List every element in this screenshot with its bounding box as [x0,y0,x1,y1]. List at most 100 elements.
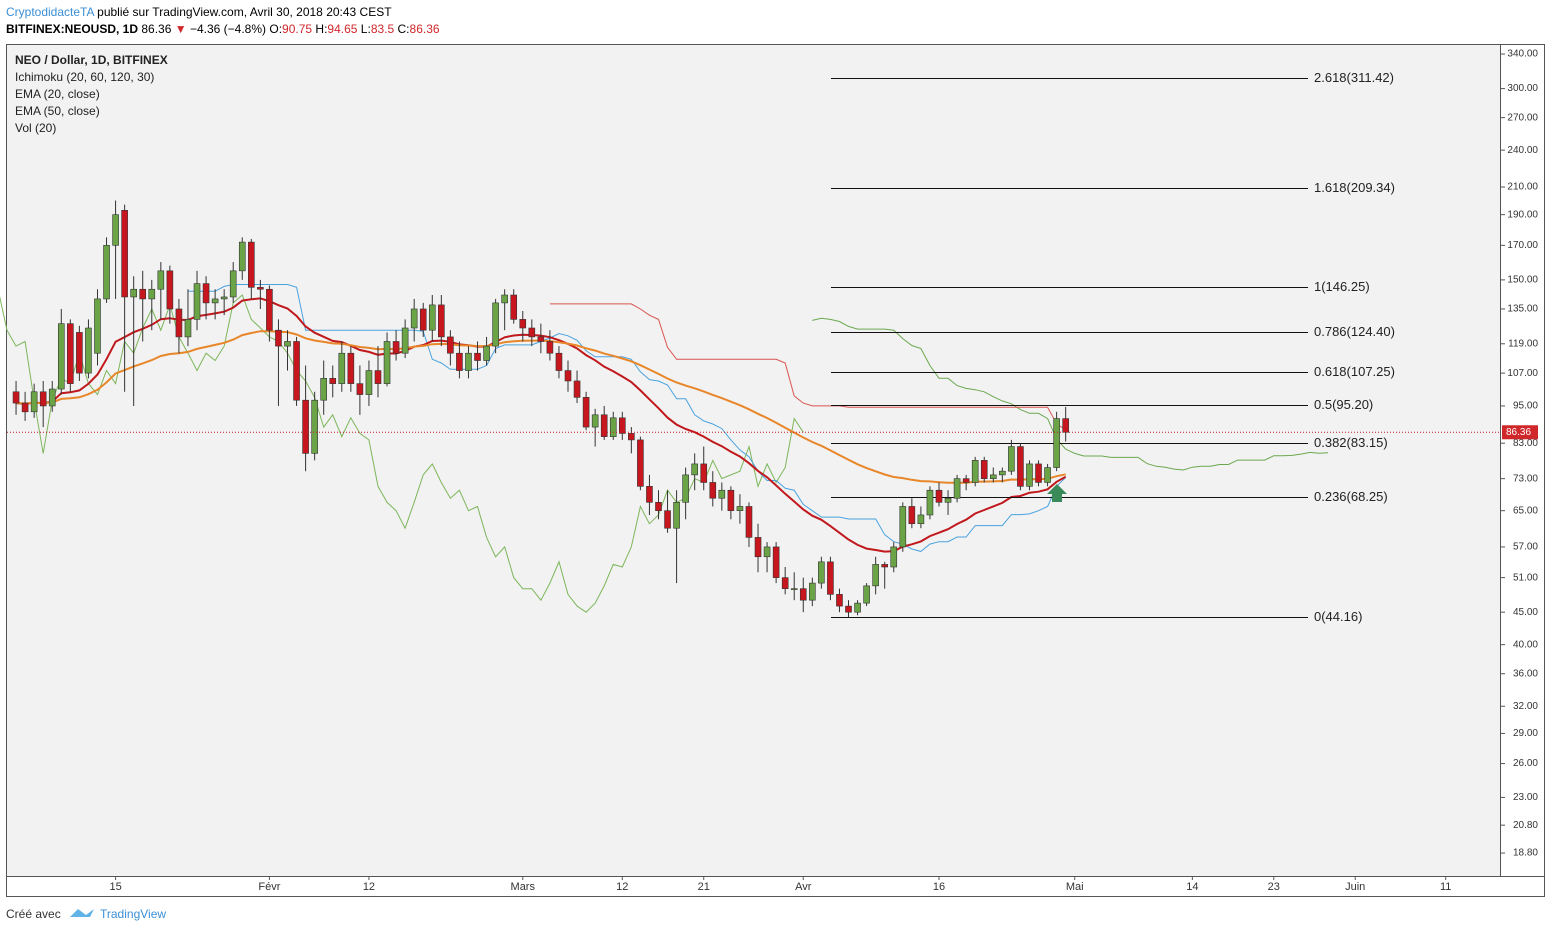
candle-body [772,546,780,578]
c: C: [397,22,410,36]
candle-body [591,414,599,428]
candle-body [682,474,689,503]
candle-body [989,474,997,479]
x-tick-label: Mars [511,881,536,893]
candle-body [302,399,309,454]
candle-body [139,288,147,300]
fib-label: 0(44.16) [1314,609,1362,624]
candle-body [492,302,499,347]
pane [7,44,1500,876]
x-tick-label: 23 [1268,881,1280,893]
candle-body [537,336,545,342]
candle-body [447,336,454,354]
price: 86.36 [141,22,172,36]
o-val: 90.75 [282,22,313,36]
candle-body [329,378,337,384]
candle-body [1026,463,1033,487]
candle-body [284,341,291,347]
h: H: [315,22,328,36]
y-tick-label: 119.00 [1508,338,1538,349]
candle-body [718,489,726,499]
y-tick-label: 26.00 [1513,758,1538,769]
candle-body [85,327,92,374]
y-tick-label: 170.00 [1507,240,1538,251]
x-tick-label: 15 [109,881,121,893]
change: −4.36 (−4.8%) [189,22,267,36]
x-tick-label: Mai [1066,881,1084,893]
candle-body [456,352,463,371]
candle-body [166,270,174,310]
x-tick-label: 12 [616,881,628,893]
candle-body [818,561,825,584]
candle-body [573,380,581,398]
candle-body [248,241,255,288]
last-price-label: 86.36 [1506,427,1531,438]
candle-body [555,352,563,371]
y-tick-label: 51.00 [1513,572,1538,583]
candle-body [944,497,952,503]
candle-body [410,308,418,329]
candle-body [618,417,626,434]
y-tick-label: 135.00 [1507,304,1538,315]
candle-body [709,482,717,499]
candle-body [320,378,327,401]
x-tick-label: 12 [363,881,375,893]
candle-body [401,327,409,354]
candle-body [94,298,101,354]
y-tick-label: 150.00 [1507,275,1538,286]
candle-body [374,370,382,384]
candle-body [781,577,789,589]
candle-body [48,388,56,407]
fib-label: 1(146.25) [1314,279,1370,294]
made-with: Créé avec [6,907,61,921]
symbol: BITFINEX:NEOUSD, 1D [6,22,139,36]
indicator-line [812,317,1329,471]
y-tick-label: 65.00 [1513,505,1538,516]
candle-body [691,463,698,476]
candle-body [727,489,735,511]
fib-label: 0.5(95.20) [1314,397,1373,412]
y-tick-label: 95.00 [1513,401,1538,412]
l: L: [360,22,371,36]
candle-body [383,341,391,384]
candle-body [809,582,816,601]
candle-body [419,308,427,331]
candle-body [465,352,472,371]
candle-body [229,270,237,298]
candle-body [962,478,970,483]
candle-body [1044,467,1051,483]
candle-body [1017,446,1024,487]
x-tick-label: Juin [1345,881,1365,893]
candle-body [863,585,870,604]
legend-item: Ichimoku (20, 60, 120, 30) [15,70,154,84]
candle-body [392,341,400,354]
header-line: CryptodidacteTA publié sur TradingView.c… [6,5,392,19]
candle-body [790,588,798,590]
author[interactable]: CryptodidacteTA [6,5,94,19]
candle-body [519,319,527,329]
y-tick-label: 40.00 [1513,639,1538,650]
y-tick-label: 57.00 [1513,542,1538,553]
candle-body [836,594,843,607]
fib-label: 0.618(107.25) [1314,364,1395,379]
candle-body [926,489,934,516]
candle-body [971,460,979,483]
candle-body [854,602,861,613]
candle-body [76,332,83,374]
fib-label: 0.786(124.40) [1314,324,1395,339]
y-tick-label: 190.00 [1507,209,1538,220]
candle-body [827,561,834,595]
y-tick-label: 83.00 [1513,438,1538,449]
candle-body [637,439,644,487]
candle-body [628,433,635,441]
y-tick-label: 36.00 [1513,668,1538,679]
brand[interactable]: TradingView [100,907,166,921]
candle-body [347,352,355,384]
candle-body [881,564,889,568]
symbol-line: BITFINEX:NEOUSD, 1D 86.36 ▼ −4.36 (−4.8%… [6,22,440,36]
y-tick-label: 45.00 [1513,607,1538,618]
y-tick-label: 23.00 [1513,792,1538,803]
x-tick-label: Avr [795,881,812,893]
candle-body [12,391,20,404]
